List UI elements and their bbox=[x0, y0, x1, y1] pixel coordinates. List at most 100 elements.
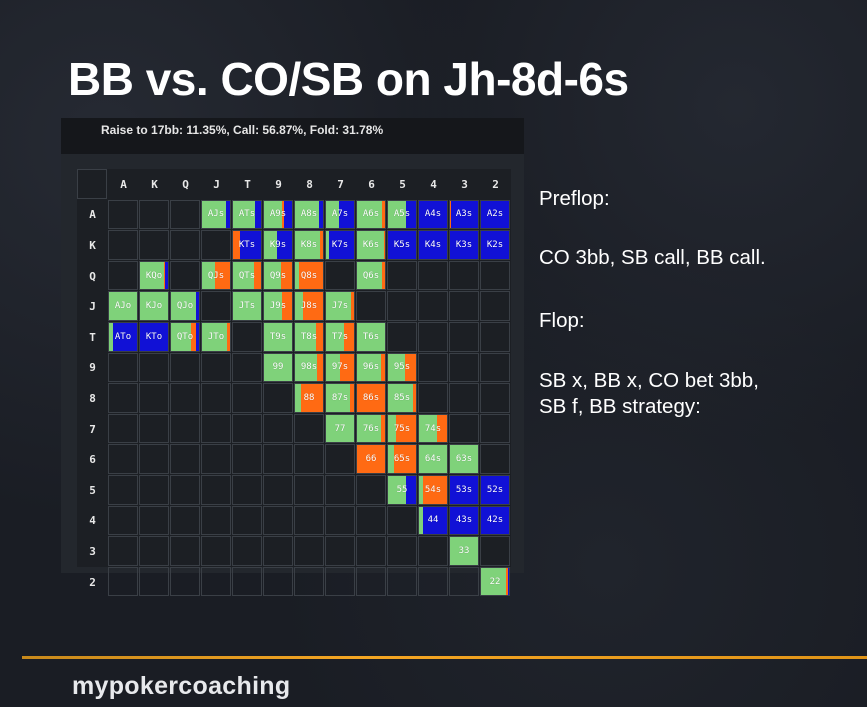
call-frequency-bar bbox=[264, 261, 281, 290]
hand-cell-AJo[interactable]: AJo bbox=[108, 291, 138, 321]
fold-frequency-bar bbox=[113, 323, 137, 351]
empty-hand-cell bbox=[232, 352, 262, 383]
fold-frequency-bar bbox=[406, 200, 416, 229]
hand-cell-T9s[interactable]: T9s bbox=[263, 322, 293, 352]
call-frequency-bar bbox=[295, 292, 304, 320]
hand-cell-88[interactable]: 88 bbox=[294, 383, 324, 413]
hand-cell-J8s[interactable]: J8s bbox=[294, 291, 324, 321]
call-frequency-bar bbox=[388, 414, 397, 443]
hand-cell-63s[interactable]: 63s bbox=[449, 444, 479, 474]
hand-cell-K8s[interactable]: K8s bbox=[294, 230, 324, 260]
hand-cell-86s[interactable]: 86s bbox=[356, 383, 386, 413]
call-frequency-bar bbox=[295, 231, 321, 259]
hand-cell-A7s[interactable]: A7s bbox=[325, 199, 355, 230]
hand-cell-K9s[interactable]: K9s bbox=[263, 230, 293, 260]
hand-cell-K3s[interactable]: K3s bbox=[449, 230, 479, 260]
call-frequency-bar bbox=[140, 261, 164, 290]
hand-cell-98s[interactable]: 98s bbox=[294, 352, 324, 383]
empty-hand-cell bbox=[418, 260, 448, 291]
empty-hand-cell bbox=[387, 566, 417, 597]
hand-cell-KTo[interactable]: KTo bbox=[139, 322, 169, 352]
hand-cell-76s[interactable]: 76s bbox=[356, 413, 386, 444]
hand-label: AJs bbox=[207, 209, 225, 220]
hand-cell-43s[interactable]: 43s bbox=[449, 505, 479, 536]
hand-label: QTs bbox=[238, 270, 256, 281]
hand-cell-QTo[interactable]: QTo bbox=[170, 322, 200, 352]
hand-cell-74s[interactable]: 74s bbox=[418, 413, 448, 444]
hand-cell-66[interactable]: 66 bbox=[356, 444, 386, 474]
hand-cell-99[interactable]: 99 bbox=[263, 352, 293, 383]
hand-cell-ATo[interactable]: ATo bbox=[108, 322, 138, 352]
hand-label: 96s bbox=[362, 362, 380, 373]
hand-cell-T7s[interactable]: T7s bbox=[325, 322, 355, 352]
hand-cell-KQo[interactable]: KQo bbox=[139, 260, 169, 291]
hand-cell-T6s[interactable]: T6s bbox=[356, 322, 386, 352]
hand-cell-54s[interactable]: 54s bbox=[418, 475, 448, 505]
hand-cell-96s[interactable]: 96s bbox=[356, 352, 386, 383]
hand-cell-QJs[interactable]: QJs bbox=[201, 260, 231, 291]
hand-cell-K7s[interactable]: K7s bbox=[325, 230, 355, 260]
hand-cell-55[interactable]: 55 bbox=[387, 475, 417, 505]
slide-title: BB vs. CO/SB on Jh-8d-6s bbox=[68, 53, 629, 105]
hand-cell-K6s[interactable]: K6s bbox=[356, 230, 386, 260]
call-frequency-bar bbox=[419, 476, 424, 504]
hand-label: Q8s bbox=[300, 270, 318, 281]
hand-cell-A2s[interactable]: A2s bbox=[480, 199, 510, 230]
hand-cell-52s[interactable]: 52s bbox=[480, 475, 510, 505]
hand-cell-A8s[interactable]: A8s bbox=[294, 199, 324, 230]
preflop-heading: Preflop: bbox=[539, 187, 610, 210]
hand-cell-J7s[interactable]: J7s bbox=[325, 291, 355, 321]
hand-cell-75s[interactable]: 75s bbox=[387, 413, 417, 444]
hand-cell-53s[interactable]: 53s bbox=[449, 475, 479, 505]
call-frequency-bar bbox=[326, 323, 345, 351]
empty-hand-cell bbox=[201, 291, 231, 321]
hand-cell-ATs[interactable]: ATs bbox=[232, 199, 262, 230]
hand-cell-22[interactable]: 22 bbox=[480, 566, 510, 597]
hand-cell-85s[interactable]: 85s bbox=[387, 383, 417, 413]
hand-cell-KTs[interactable]: KTs bbox=[232, 230, 262, 260]
hand-cell-JTo[interactable]: JTo bbox=[201, 322, 231, 352]
hand-cell-Q6s[interactable]: Q6s bbox=[356, 260, 386, 291]
hand-cell-77[interactable]: 77 bbox=[325, 413, 355, 444]
empty-hand-cell bbox=[418, 352, 448, 383]
hand-cell-J9s[interactable]: J9s bbox=[263, 291, 293, 321]
hand-cell-64s[interactable]: 64s bbox=[418, 444, 448, 474]
empty-hand-cell bbox=[480, 444, 510, 474]
empty-hand-cell bbox=[449, 383, 479, 413]
hand-cell-JTs[interactable]: JTs bbox=[232, 291, 262, 321]
hand-cell-A5s[interactable]: A5s bbox=[387, 199, 417, 230]
hand-cell-K2s[interactable]: K2s bbox=[480, 230, 510, 260]
hand-cell-87s[interactable]: 87s bbox=[325, 383, 355, 413]
hand-cell-Q9s[interactable]: Q9s bbox=[263, 260, 293, 291]
call-frequency-bar bbox=[326, 353, 340, 382]
hand-cell-44[interactable]: 44 bbox=[418, 505, 448, 536]
raise-frequency-bar bbox=[349, 384, 354, 412]
column-header-4: 4 bbox=[430, 177, 437, 191]
hand-cell-33[interactable]: 33 bbox=[449, 536, 479, 566]
call-frequency-bar bbox=[481, 567, 507, 596]
empty-hand-cell bbox=[480, 260, 510, 291]
hand-cell-T8s[interactable]: T8s bbox=[294, 322, 324, 352]
hand-cell-A4s[interactable]: A4s bbox=[418, 199, 448, 230]
hand-cell-QTs[interactable]: QTs bbox=[232, 260, 262, 291]
empty-hand-cell bbox=[449, 352, 479, 383]
call-frequency-bar bbox=[295, 200, 319, 229]
hand-cell-QJo[interactable]: QJo bbox=[170, 291, 200, 321]
hand-cell-Q8s[interactable]: Q8s bbox=[294, 260, 324, 291]
empty-hand-cell bbox=[108, 566, 138, 597]
hand-cell-97s[interactable]: 97s bbox=[325, 352, 355, 383]
hand-cell-A3s[interactable]: A3s bbox=[449, 199, 479, 230]
empty-hand-cell bbox=[480, 291, 510, 321]
hand-cell-K4s[interactable]: K4s bbox=[418, 230, 448, 260]
hand-cell-AJs[interactable]: AJs bbox=[201, 199, 231, 230]
hand-cell-65s[interactable]: 65s bbox=[387, 444, 417, 474]
fold-frequency-bar bbox=[225, 200, 230, 229]
hand-cell-A6s[interactable]: A6s bbox=[356, 199, 386, 230]
hand-cell-42s[interactable]: 42s bbox=[480, 505, 510, 536]
empty-hand-cell bbox=[418, 291, 448, 321]
hand-cell-A9s[interactable]: A9s bbox=[263, 199, 293, 230]
hand-cell-95s[interactable]: 95s bbox=[387, 352, 417, 383]
hand-cell-K5s[interactable]: K5s bbox=[387, 230, 417, 260]
raise-frequency-bar bbox=[282, 292, 292, 320]
hand-cell-KJo[interactable]: KJo bbox=[139, 291, 169, 321]
